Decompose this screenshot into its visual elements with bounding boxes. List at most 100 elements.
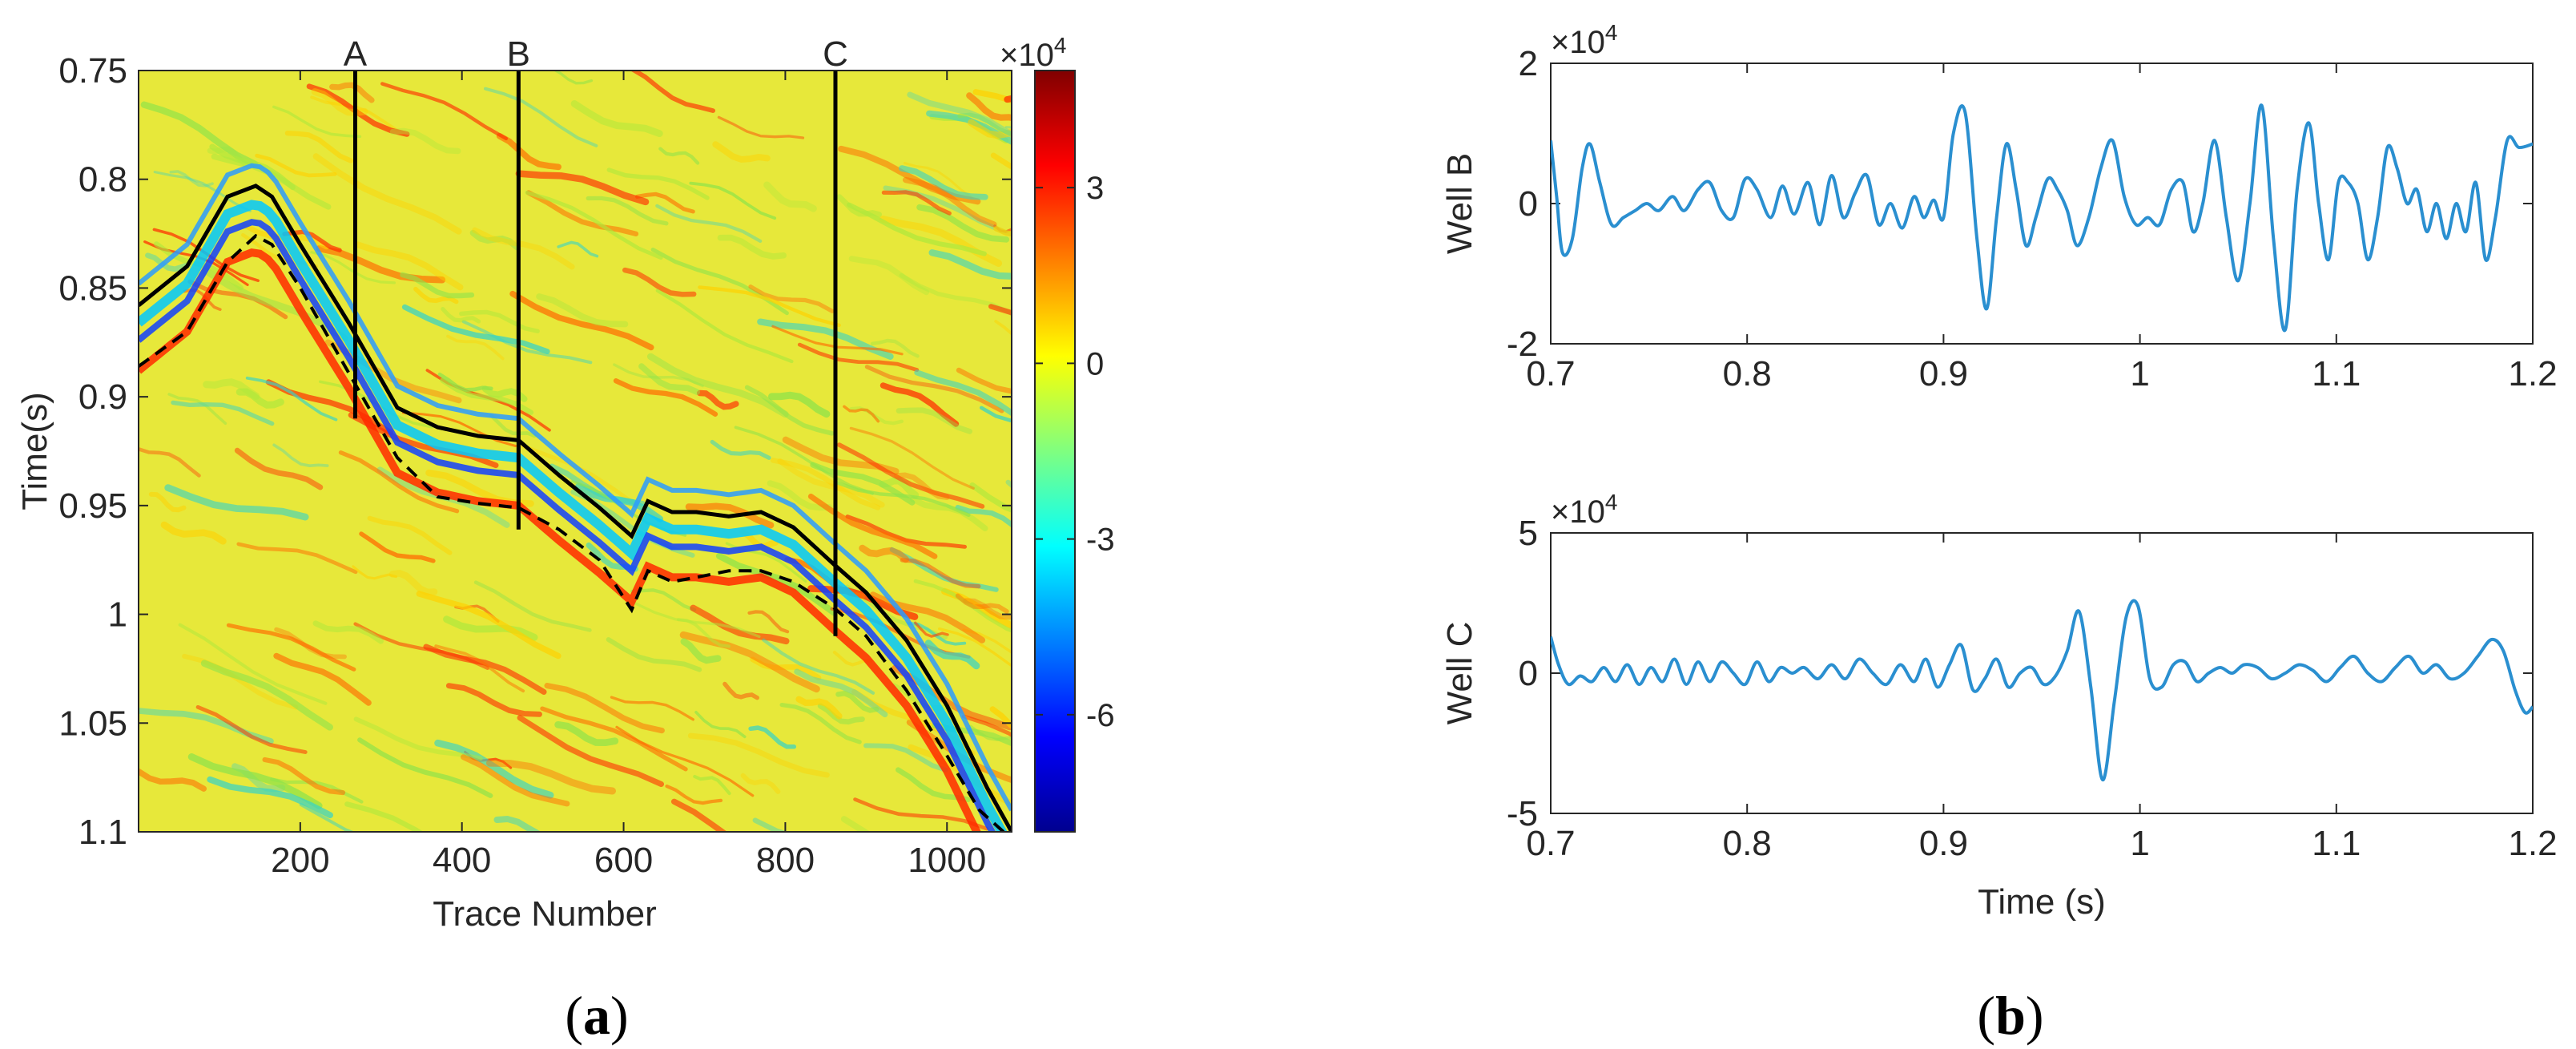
seismic-reflection-streak — [797, 342, 920, 373]
seismic-reflection-streak — [863, 743, 948, 773]
seismic-reflection-streak — [207, 776, 334, 819]
seismic-reflection-streak — [969, 724, 1012, 741]
seismic-reflection-streak — [570, 99, 663, 138]
seismic-reflection-streak — [187, 279, 288, 320]
seismic-reflection-streak — [316, 244, 446, 284]
seismic-y-tick-label: 1.05 — [58, 704, 127, 743]
seismic-y-tick-label: 1 — [108, 595, 127, 635]
seismic-reflection-streak — [554, 720, 619, 747]
seismic-reflection-streak — [486, 759, 616, 795]
seismic-reflection-streak — [835, 690, 879, 713]
seismic-reflection-streak — [990, 152, 1012, 170]
seismic-axes: 200 400 600 800 1000 0.75 0.8 0.85 0.9 0.95 1 1.05 1… — [58, 51, 1012, 880]
seismic-reflection-streak — [956, 367, 1012, 394]
seismic-reflection-streak — [750, 656, 822, 681]
seismic-reflection-streak — [694, 710, 747, 739]
seismic-reflection-streak — [779, 702, 862, 744]
seismic-reflection-streak — [234, 447, 324, 490]
seismic-reflection-streak — [969, 482, 1012, 513]
seismic-reflection-streak — [354, 241, 464, 291]
seismic-reflection-streak — [473, 580, 592, 632]
panel-label-a: (a) — [565, 985, 628, 1046]
horizon-layer — [139, 184, 1012, 832]
well-c-series-line — [1551, 599, 2533, 782]
seismic-reflection-streak — [461, 754, 570, 807]
well-b-x-tick-label: 0.8 — [1723, 354, 1772, 393]
seismic-reflection-streak — [312, 153, 462, 235]
seismic-reflection-streak — [696, 389, 739, 410]
seismic-reflection-streak — [357, 737, 493, 798]
seismic-reflection-streak — [388, 570, 438, 596]
seismic-reflection-streak — [906, 719, 1012, 784]
seismic-reflector-band — [139, 219, 996, 832]
seismic-reflection-streak — [748, 284, 835, 313]
seismic-reflection-streak — [586, 196, 669, 226]
seismic-x-axis-label: Trace Number — [433, 894, 657, 934]
seismic-reflection-streak — [169, 170, 214, 188]
seismic-reflection-streak — [540, 706, 688, 772]
seismic-y-tick-label: 1.1 — [78, 813, 127, 852]
seismic-reflection-streak — [236, 542, 358, 575]
seismic-reflection-streak — [630, 71, 716, 113]
seismic-reflection-streak — [907, 91, 1012, 139]
seismic-reflection-streak — [148, 491, 187, 513]
seismic-reflection-streak — [441, 307, 481, 324]
seismic-reflection-streak — [613, 378, 718, 417]
seismic-reflection-streak — [416, 591, 561, 660]
seismic-reflection-streak — [957, 112, 1012, 135]
seismic-reflection-streak — [631, 600, 761, 639]
seismic-reflection-streak — [472, 227, 575, 270]
seismic-reflection-streak — [722, 681, 759, 700]
seismic-reflection-streak — [606, 637, 702, 672]
seismic-reflection-streak — [763, 181, 817, 212]
seismic-reflection-streak — [767, 480, 833, 511]
seismic-reflection-streak — [685, 502, 775, 529]
seismic-reflection-streak — [446, 334, 505, 361]
seismic-reflection-streak — [966, 92, 1012, 122]
seismic-reflection-streak — [389, 127, 461, 155]
seismic-reflection-streak — [153, 171, 252, 213]
seismic-reflection-streak — [853, 797, 989, 831]
seismic-reflection-streak — [993, 225, 1012, 237]
seismic-reflection-streak — [955, 505, 1012, 528]
seismic-x-tick-label: 1000 — [908, 841, 986, 880]
seismic-reflection-streak — [900, 558, 981, 589]
seismic-reflection-streak — [167, 393, 227, 426]
seismic-reflection-streak — [635, 192, 695, 214]
well-markers: A B C — [344, 34, 848, 636]
seismic-reflection-streak — [461, 320, 593, 365]
seismic-reflection-streak — [615, 725, 755, 797]
seismic-reflection-streak — [655, 288, 794, 364]
seismic-reflection-streak — [937, 627, 1012, 668]
seismic-reflection-streak — [817, 703, 865, 725]
seismic-reflection-streak — [352, 565, 397, 580]
seismic-reflection-streak — [655, 204, 763, 243]
seismic-reflection-streak — [744, 385, 835, 436]
seismic-y-tick-label: 0.8 — [78, 160, 127, 200]
seismic-reflection-streak — [553, 71, 594, 85]
colorbar-tick-label: 3 — [1086, 171, 1104, 206]
well-b-axes: 0.7 0.8 0.9 1 1.1 1.2 -2 0 2 — [1507, 44, 2558, 393]
seismic-reflector-band — [139, 248, 981, 832]
seismic-reflection-streak — [171, 400, 275, 426]
well-label-a: A — [344, 34, 368, 74]
seismic-reflection-streak — [544, 682, 665, 734]
well-b-x-tick-label: 0.9 — [1919, 354, 1968, 393]
seismic-reflection-streak — [202, 267, 348, 342]
seismic-reflection-streak — [848, 256, 930, 296]
colorbar-ticks: -6 -3 0 3 — [1035, 171, 1115, 733]
well-c-y-axis-label: Well C — [1440, 622, 1479, 725]
seismic-reflection-streak — [557, 240, 599, 258]
well-c-x-tick-label: 0.8 — [1723, 824, 1772, 863]
seismic-reflection-streak — [517, 715, 664, 787]
well-c-y-tick-label: 0 — [1519, 654, 1538, 693]
seismic-reflection-streak — [989, 706, 1012, 730]
seismic-reflection-streak — [836, 194, 883, 218]
seismic-reflection-streak — [879, 477, 920, 498]
well-c-exponent: ×104 — [1551, 490, 1617, 530]
seismic-x-tick-label: 800 — [756, 841, 815, 880]
seismic-reflection-streak — [693, 774, 731, 796]
seismic-reflection-streak — [680, 638, 722, 664]
seismic-y-tick-label: 0.95 — [58, 486, 127, 526]
seismic-reflection-streak — [536, 293, 629, 328]
